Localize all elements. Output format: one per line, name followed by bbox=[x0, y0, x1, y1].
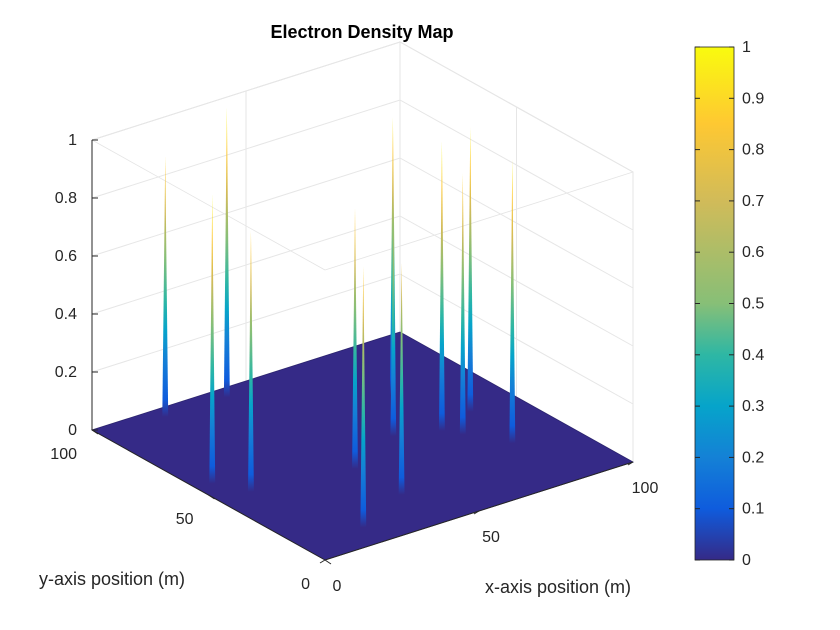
x-tick-mark bbox=[319, 559, 326, 564]
colorbar-tick-label: 0.8 bbox=[742, 142, 764, 159]
x-axis-label: x-axis position (m) bbox=[485, 577, 631, 597]
peak-spike bbox=[223, 107, 230, 402]
colorbar-tick-label: 1 bbox=[742, 39, 751, 56]
z-tick-label: 0.6 bbox=[55, 248, 77, 265]
axis-ticks: 0 50 100 0 50 100 0 0.2 0.4 0.6 0.8 1 bbox=[50, 132, 658, 595]
z-grid-line bbox=[91, 157, 634, 289]
colorbar-tick-label: 0.6 bbox=[742, 244, 764, 261]
z-tick-label: 0.8 bbox=[55, 190, 77, 207]
colorbar-tick-label: 0.2 bbox=[742, 449, 764, 466]
z-tick-label: 0 bbox=[68, 422, 77, 439]
z-tick-label: 0.2 bbox=[55, 364, 77, 381]
peak-spike bbox=[360, 266, 367, 532]
z-grid-line bbox=[91, 41, 634, 173]
colorbar-gradient bbox=[694, 46, 735, 561]
colorbar: 0 0.1 0.2 0.3 0.4 0.5 0.6 0.7 0.8 0.9 1 bbox=[694, 39, 764, 569]
peak-spike bbox=[247, 230, 254, 496]
top-edge bbox=[324, 171, 634, 271]
peak-spike bbox=[398, 262, 405, 499]
peak-spike bbox=[390, 227, 397, 441]
x-tick-mark bbox=[473, 510, 480, 515]
colorbar-tick-label: 0.4 bbox=[742, 347, 764, 364]
y-tick-label: 50 bbox=[176, 511, 194, 528]
x-tick-mark bbox=[627, 461, 634, 466]
colorbar-ticks: 0 0.1 0.2 0.3 0.4 0.5 0.6 0.7 0.8 0.9 1 bbox=[695, 39, 764, 569]
peak-spike bbox=[209, 193, 216, 488]
colorbar-tick-label: 0.3 bbox=[742, 398, 764, 415]
y-tick-mark bbox=[324, 559, 332, 565]
colorbar-tick-label: 0.9 bbox=[742, 90, 764, 107]
peak-spike bbox=[459, 173, 466, 439]
peak-spike bbox=[438, 140, 445, 435]
chart-title: Electron Density Map bbox=[270, 22, 453, 42]
peak-spike bbox=[509, 159, 516, 448]
x-tick-label: 100 bbox=[632, 480, 659, 497]
colorbar-tick-label: 0.1 bbox=[742, 501, 764, 518]
y-axis-label: y-axis position (m) bbox=[39, 569, 185, 589]
x-tick-label: 0 bbox=[333, 578, 342, 595]
y-tick-mark bbox=[208, 494, 215, 500]
peak-spike bbox=[352, 207, 358, 473]
colorbar-tick-label: 0.5 bbox=[742, 296, 764, 313]
z-grid-line bbox=[91, 215, 634, 347]
top-edge bbox=[91, 139, 326, 271]
colorbar-tick-label: 0 bbox=[742, 552, 751, 569]
z-grid-line bbox=[91, 99, 634, 231]
y-tick-mark bbox=[91, 429, 99, 435]
peak-spike bbox=[162, 155, 169, 421]
colorbar-tick-label: 0.7 bbox=[742, 193, 764, 210]
z-tick-label: 0.4 bbox=[55, 306, 77, 323]
peak-spike bbox=[467, 127, 474, 416]
y-tick-label: 0 bbox=[301, 576, 310, 593]
z-tick-label: 1 bbox=[68, 132, 77, 149]
x-tick-label: 50 bbox=[482, 529, 500, 546]
y-tick-label: 100 bbox=[50, 446, 77, 463]
surface-peaks bbox=[162, 107, 516, 532]
